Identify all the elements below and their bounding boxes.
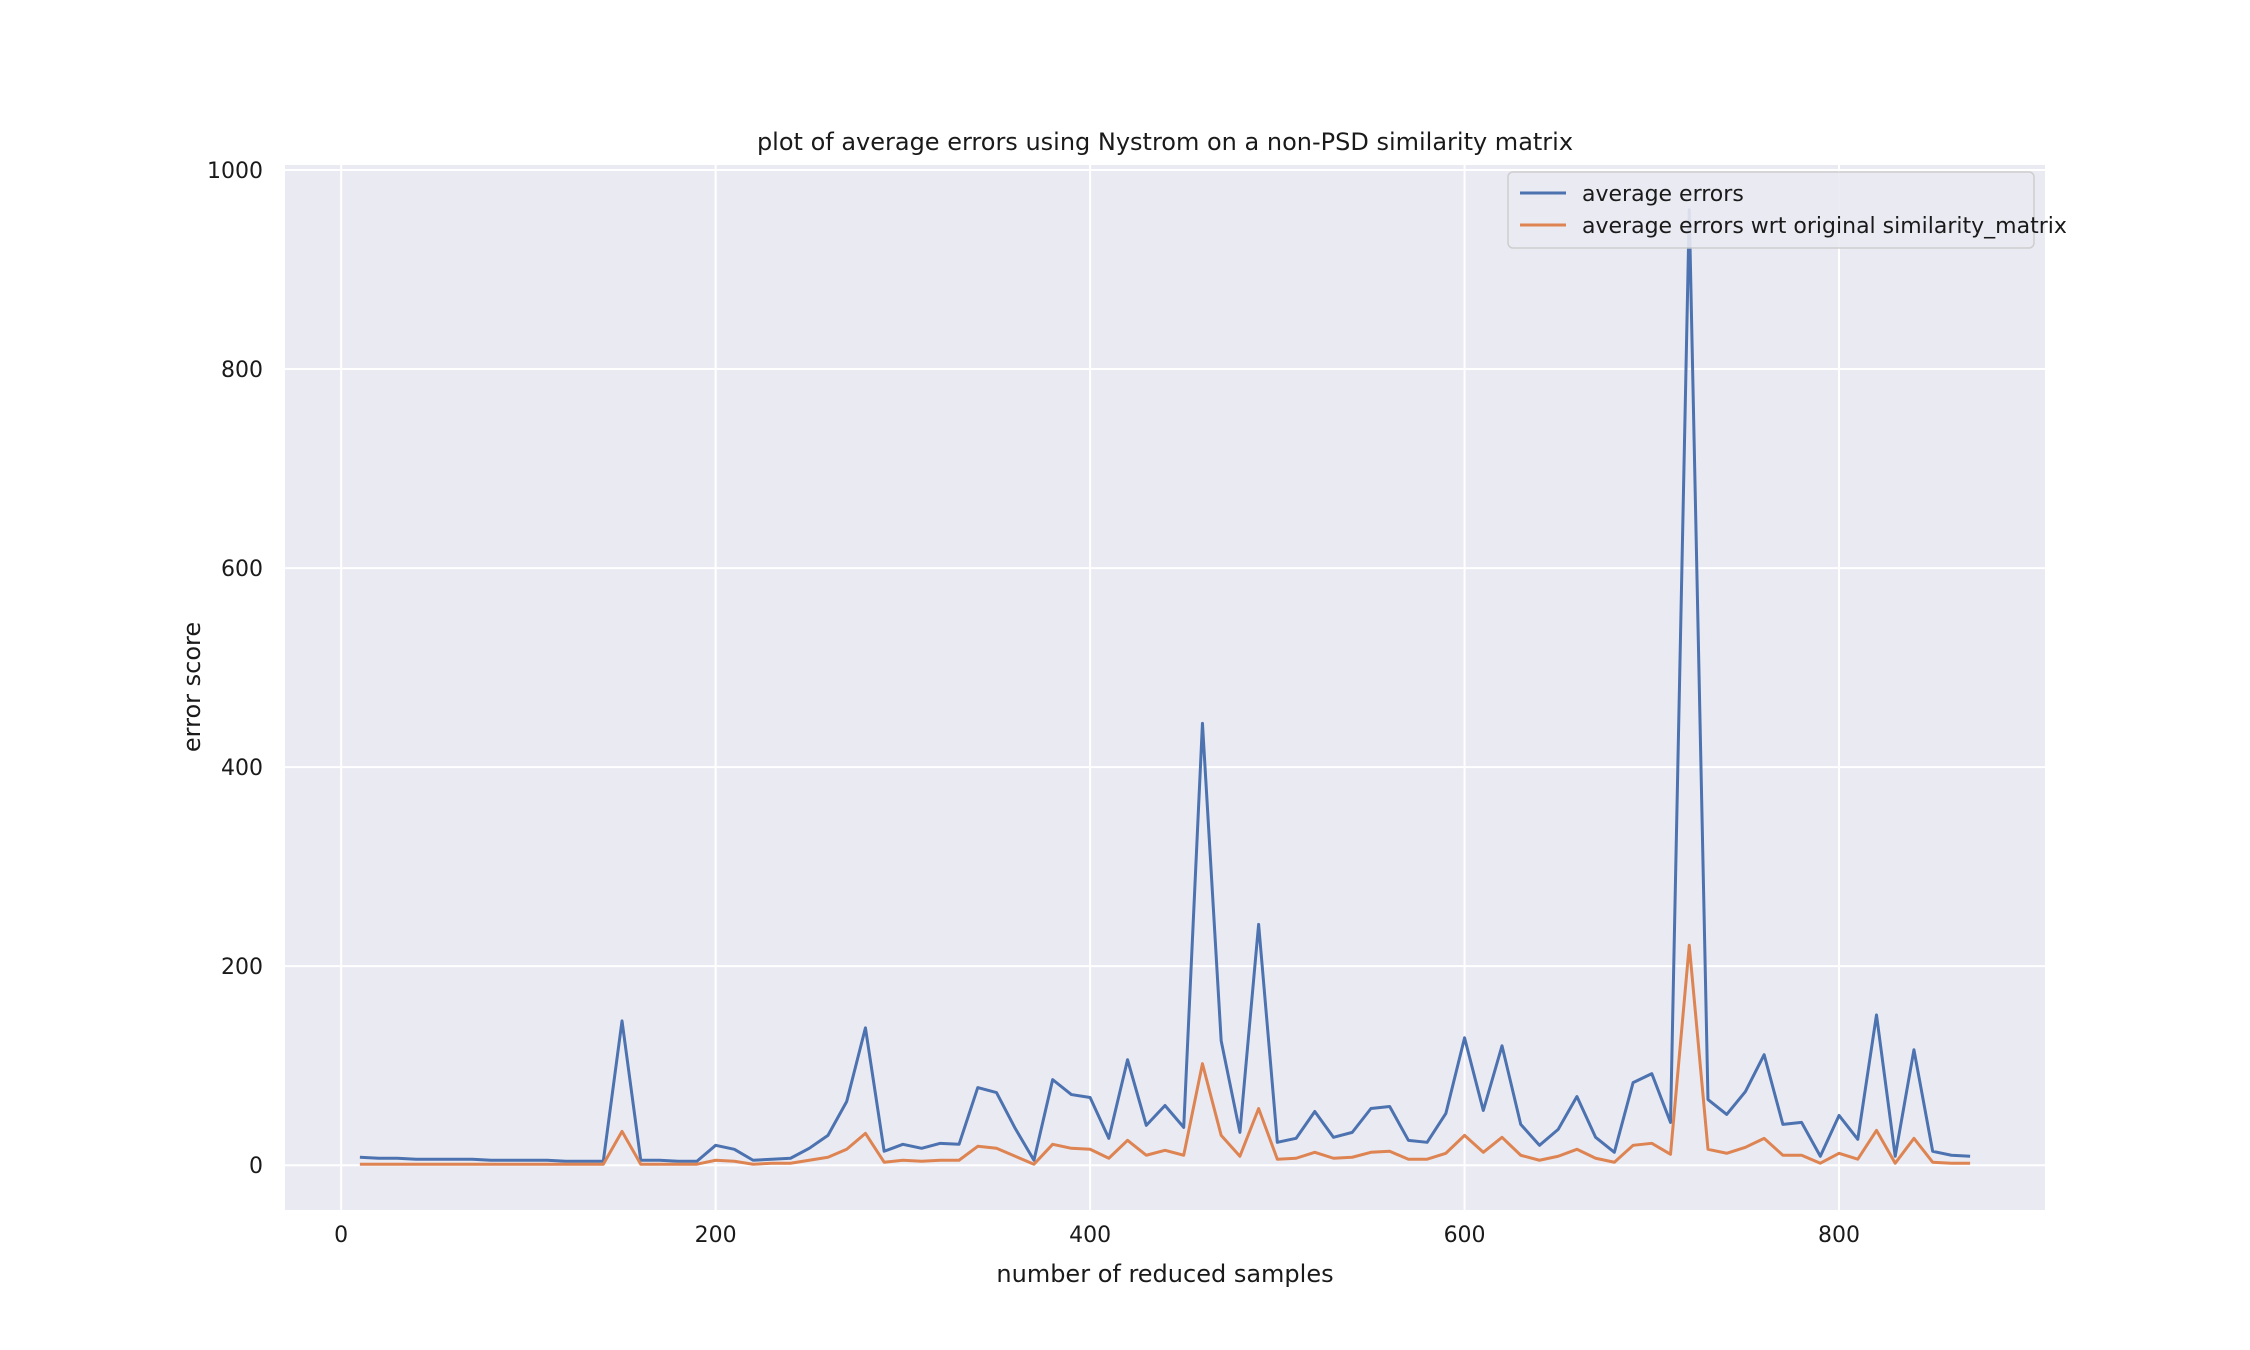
tick-labels: 0 200 400 600 800 0 200 400 600 800 1000 <box>207 159 1860 1248</box>
x-tick-label: 400 <box>1069 1223 1111 1248</box>
plot-background <box>285 165 2045 1210</box>
series-line-average-errors-wrt-original-similarity-matrix <box>359 943 1971 1166</box>
x-tick-label: 200 <box>695 1223 737 1248</box>
y-tick-label: 200 <box>221 955 263 980</box>
series-line-average-errors <box>359 208 1971 1163</box>
legend-label-average-errors: average errors <box>1582 182 1744 207</box>
y-tick-label: 400 <box>221 756 263 781</box>
legend: average errors average errors wrt origin… <box>1507 171 2067 249</box>
series-lines <box>359 208 1971 1166</box>
x-tick-label: 800 <box>1818 1223 1860 1248</box>
y-tick-label: 0 <box>249 1154 263 1179</box>
y-axis-label: error score <box>178 622 206 752</box>
x-axis-label: number of reduced samples <box>996 1260 1333 1288</box>
y-tick-label: 800 <box>221 358 263 383</box>
legend-label-average-errors-wrt-original: average errors wrt original similarity_m… <box>1582 214 2067 239</box>
x-tick-label: 0 <box>334 1223 348 1248</box>
chart-title: plot of average errors using Nystrom on … <box>757 128 1573 156</box>
y-tick-label: 1000 <box>207 159 263 184</box>
x-tick-label: 600 <box>1444 1223 1486 1248</box>
legend-frame <box>1507 171 2035 249</box>
y-tick-label: 600 <box>221 557 263 582</box>
